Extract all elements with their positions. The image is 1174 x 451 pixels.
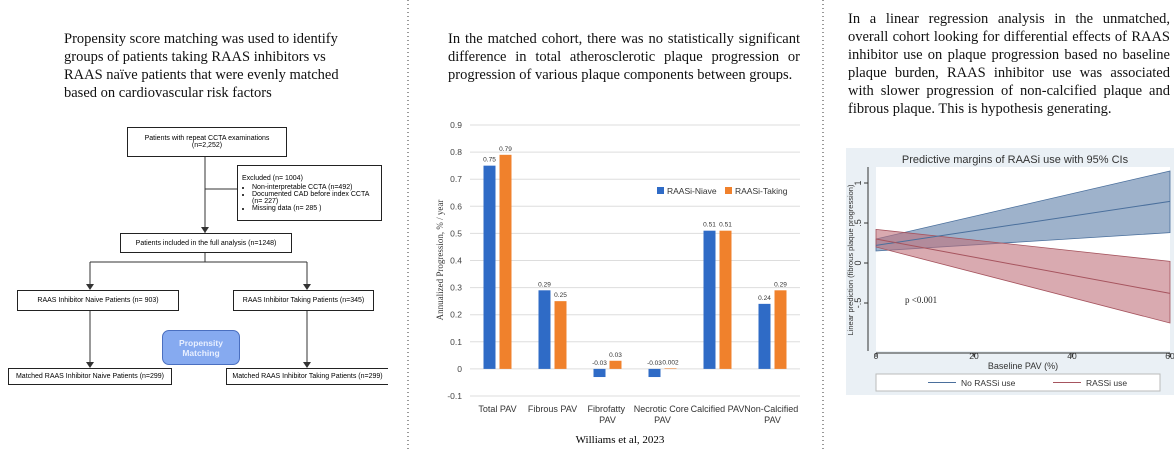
flow-label: RAAS Inhibitor Taking Patients (n=345) (242, 297, 365, 304)
caption: Propensity score matching was used to id… (64, 31, 339, 101)
flow-box: Matched RAAS Inhibitor Naive Patients (n… (8, 368, 172, 385)
legend-label: No RASSi use (961, 378, 1016, 388)
flow-connectors (89, 157, 308, 366)
y-tick-label: 1 (853, 180, 863, 185)
y-axis-label: Annualized Progression, % / year (435, 200, 445, 321)
annotation: p <0.001 (905, 295, 937, 305)
y-axis-label: Linear prediction (fibrous plaque progre… (846, 184, 855, 335)
value-label: 0.03 (609, 352, 622, 359)
x-tick-label: 40 (1067, 351, 1077, 361)
bar (664, 368, 677, 369)
bar (758, 303, 771, 369)
value-label: 0.29 (538, 281, 551, 288)
flow-label: (n=2,252) (191, 142, 223, 149)
flow-label: Patients with repeat CCTA examinations (144, 135, 270, 142)
bar (593, 368, 606, 378)
flow-label: Matched RAAS Inhibitor Naive Patients (n… (15, 373, 165, 380)
line (875, 200, 1171, 246)
bar (538, 290, 551, 369)
flow-label: Excluded (n= 1004) (242, 174, 303, 182)
bar (483, 165, 496, 369)
x-axis-label: Baseline PAV (%) (988, 361, 1058, 371)
y-tick-label: 0.3 (450, 283, 462, 293)
legend-label: RAASi-Taking (735, 186, 788, 196)
flow-label: Matched RAAS Inhibitor Taking Patients (… (232, 373, 383, 380)
y-tick-label: .5 (853, 219, 863, 227)
bar (719, 230, 732, 369)
y-tick-label: 0 (457, 364, 462, 374)
margins-chart: Predictive margins of RAASi use with 95%… (846, 148, 1174, 395)
x-tick-label: 20 (969, 351, 979, 361)
flow-item: Documented CAD before index CCTA (n= 227… (252, 191, 381, 205)
footer: Williams et al, 2023 (576, 434, 665, 446)
flow-box: RAAS Inhibitor Taking Patients (n=345) (233, 290, 374, 311)
y-tick-label: 0.2 (450, 310, 462, 320)
value-label: 0.75 (483, 157, 496, 164)
value-label: 0.51 (703, 222, 716, 229)
flow-item: Non-interpretable CCTA (n=492) (252, 184, 381, 191)
line (875, 238, 1171, 294)
flow-list: Non-interpretable CCTA (n=492) Documente… (242, 184, 381, 212)
x-tick-label: Non-Calcified PAV (744, 404, 801, 425)
y-tick-label: -.5 (853, 298, 863, 309)
legend-box (875, 373, 1161, 392)
x-tick-label: 0 (874, 351, 879, 361)
value-label: -0.03 (592, 360, 607, 367)
bar (648, 368, 661, 378)
flow-box: Propensity Matching (162, 330, 240, 365)
flow-label: RAAS Inhibitor Naive Patients (n= 903) (37, 297, 159, 304)
bar (774, 290, 787, 369)
chart-title: Predictive margins of RAASi use with 95%… (902, 154, 1129, 166)
flow-item: Missing data (n= 285 ) (252, 205, 381, 212)
value-label: -0.03 (647, 360, 662, 367)
flow-label: Propensity Matching (179, 337, 223, 358)
flow-label: Patients included in the full analysis (… (135, 239, 277, 247)
x-tick-label: Calcified PAV (691, 404, 745, 414)
y-tick-label: -0.1 (447, 391, 462, 401)
legend-label: RAASi-Niave (667, 186, 717, 196)
caption: In the matched cohort, there was no stat… (448, 31, 800, 83)
bar (703, 230, 716, 369)
legend-label: RASSi use (1086, 378, 1127, 388)
flow-box: Patients included in the full analysis (… (120, 233, 292, 253)
x-tick-label: 60 (1165, 351, 1174, 361)
y-tick-label: 0.9 (450, 120, 462, 130)
legend-swatch (657, 187, 664, 194)
x-tick-label: Fibrofatty PAV (587, 404, 627, 425)
value-label: 0.002 (662, 359, 679, 366)
flow-box: Excluded (n= 1004) Non-interpretable CCT… (237, 165, 382, 221)
y-tick-label: 0.7 (450, 174, 462, 184)
value-label: 0.25 (554, 292, 567, 299)
bar (499, 154, 512, 369)
bar (609, 360, 622, 369)
flow-box: Patients with repeat CCTA examinations (… (127, 127, 287, 157)
bar (554, 301, 567, 369)
value-label: 0.24 (758, 295, 771, 302)
y-tick-label: 0.5 (450, 228, 462, 238)
arrowheads (86, 227, 311, 368)
y-tick-label: 0.1 (450, 337, 462, 347)
value-label: 0.51 (719, 222, 732, 229)
y-tick-label: 0.8 (450, 147, 462, 157)
flow-box: RAAS Inhibitor Naive Patients (n= 903) (17, 290, 179, 311)
x-tick-label: Total PAV (478, 404, 516, 414)
caption: In a linear regression analysis in the u… (848, 11, 1170, 117)
y-tick-label: 0 (853, 260, 863, 265)
flow-box: Matched RAAS Inhibitor Taking Patients (… (226, 368, 388, 385)
legend-swatch (725, 187, 732, 194)
x-tick-label: Necrotic Core PAV (634, 404, 692, 425)
value-label: 0.79 (499, 146, 512, 153)
x-tick-label: Fibrous PAV (528, 404, 577, 414)
y-tick-label: 0.4 (450, 256, 462, 266)
bar-chart: -0.1 0 0.1 0.2 0.3 0.4 0.5 0.6 0.7 0.8 0.9 Annualiz… (435, 120, 801, 425)
y-tick-label: 0.6 (450, 201, 462, 211)
value-label: 0.29 (774, 281, 787, 288)
